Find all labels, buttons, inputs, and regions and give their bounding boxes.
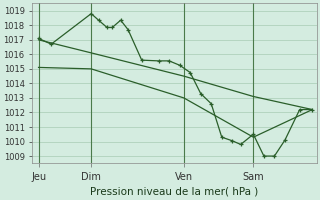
X-axis label: Pression niveau de la mer( hPa ): Pression niveau de la mer( hPa ): [90, 187, 259, 197]
